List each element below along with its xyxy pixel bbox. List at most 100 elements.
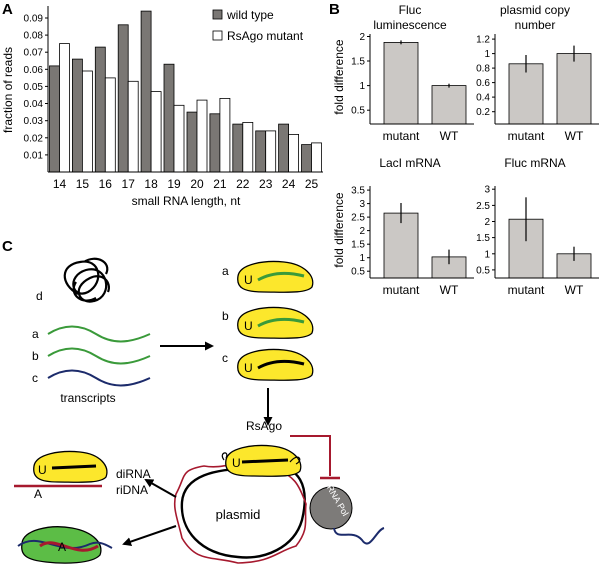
loaded-label-c: c: [222, 351, 228, 365]
dirna-label: diRNA: [116, 467, 151, 481]
transcript-label-c: c: [32, 371, 38, 385]
ridna-guide: [39, 541, 99, 552]
bar-wild-type-23: [255, 130, 267, 173]
arrow-green-ago: [122, 525, 177, 546]
chart-fluc-mrna: Fluc mRNA mutant WT 0.5 1 1.5 2 2.5 3: [476, 156, 599, 297]
bar-rsago-mutant-25: [311, 142, 322, 173]
ago-body-a: [237, 260, 314, 293]
chart-a-legend: wild type RsAgo mutant: [212, 8, 304, 43]
bar-wild-type-18: [140, 10, 152, 173]
x-tick-label: WT: [565, 283, 584, 297]
y-tick-label: 0.6: [476, 78, 490, 89]
y-tick-label: 0.02: [24, 133, 44, 144]
chart-a-bars: [49, 10, 322, 173]
x-tick-label: 21: [213, 177, 227, 191]
bar-wild-type-14: [49, 65, 60, 173]
chart-b3-y-label: fold difference: [332, 192, 346, 267]
x-tick-label: 16: [99, 177, 113, 191]
ridna-label: riDNA: [116, 483, 148, 497]
arrow-dirna: [144, 479, 177, 498]
y-tick-label: 1: [484, 49, 490, 60]
loaded-ago-c: U c: [222, 348, 314, 381]
bar-rsago-mutant-22: [242, 122, 254, 173]
x-tick-label: 17: [122, 177, 136, 191]
legend-label-rsago-mutant: RsAgo mutant: [227, 29, 304, 43]
guide-rna-a: [257, 271, 305, 282]
x-tick-label: 24: [282, 177, 296, 191]
bar-wild-type-20: [186, 111, 198, 173]
y-tick-label: 1.5: [476, 233, 490, 244]
x-tick-label: mutant: [508, 283, 545, 297]
rna-polymerase: [309, 486, 353, 530]
panel-label-c: C: [2, 238, 13, 255]
chart-b1-y-label: fold difference: [332, 39, 346, 114]
x-tick-label: WT: [565, 129, 584, 143]
x-tick-label: mutant: [383, 129, 420, 143]
transcript-b: [47, 347, 151, 365]
y-tick-label: 0.5: [476, 265, 490, 276]
y-tick-label: 0.5: [351, 267, 365, 278]
plasmid-label: plasmid: [216, 507, 261, 522]
panel-label-b: B: [329, 1, 340, 18]
y-tick-label: 0.05: [24, 82, 44, 93]
bar-rsago-mutant-18: [150, 91, 162, 173]
ago-green-a: A: [58, 540, 66, 554]
x-tick-label: mutant: [508, 129, 545, 143]
x-tick-label: 19: [167, 177, 181, 191]
x-tick-label: 23: [259, 177, 273, 191]
bar-wt: [431, 85, 467, 125]
bar-rsago-mutant-23: [265, 130, 277, 173]
bar-wild-type-15: [72, 58, 83, 173]
chart-plasmid-copy-number: plasmid copy number mutant WT 0.2 0.4 0.6 0.8…: [476, 3, 599, 143]
ago-u-b: U: [244, 319, 253, 333]
y-tick-label: 0.8: [476, 64, 490, 75]
chart-b4-marks: mutant WT 0.5 1 1.5 2 2.5 3: [476, 185, 599, 297]
ridna-a: A: [34, 487, 42, 501]
x-tick-label: 25: [305, 177, 319, 191]
y-tick-label: 1.2: [476, 35, 490, 46]
bar-wild-type-22: [232, 123, 244, 173]
y-tick-label: 0.5: [351, 106, 365, 117]
ago-body-b: [237, 306, 314, 339]
chart-b3-title: LacI mRNA: [379, 156, 440, 170]
bar-wild-type-19: [163, 63, 175, 173]
chart-b2-marks: mutant WT 0.2 0.4 0.6 0.8 1 1.2: [476, 34, 599, 143]
legend-swatch-wild-type: [212, 9, 223, 20]
bar-wild-type-21: [209, 113, 221, 173]
chart-a-x-label: small RNA length, nt: [132, 194, 241, 208]
x-tick-label: 22: [236, 177, 250, 191]
chart-b4-title: Fluc mRNA: [504, 156, 565, 170]
y-tick-label: 1: [484, 249, 490, 260]
rsago-u-on-plasmid: U: [232, 456, 241, 470]
y-tick-label: 0.4: [476, 93, 490, 104]
bar-wt: [556, 53, 592, 125]
bar-rsago-mutant-14: [59, 43, 70, 173]
ago-u-c: U: [244, 361, 253, 375]
x-tick-label: 15: [76, 177, 90, 191]
loaded-ago-a: U a: [222, 260, 314, 293]
loaded-ago-b: U b: [222, 306, 314, 339]
loaded-label-a: a: [222, 264, 229, 278]
y-tick-label: 1.5: [351, 240, 365, 251]
bar-wild-type-24: [278, 123, 290, 173]
bar-rsago-mutant-15: [82, 70, 93, 173]
legend-label-wild-type: wild type: [226, 8, 274, 22]
dirna-strand: [51, 464, 97, 470]
genomic-dna-tangle: [63, 257, 110, 303]
target-rna: [17, 539, 113, 550]
bar-mutant: [383, 212, 419, 279]
guide-rna-b: [257, 317, 305, 328]
y-tick-label: 3: [484, 185, 490, 196]
bar-wild-type-17: [117, 24, 129, 173]
y-tick-label: 0.2: [476, 107, 490, 118]
legend-swatch-rsago-mutant: [212, 30, 223, 41]
guide-rna-c: [257, 359, 305, 370]
chart-fluc-luminescence: Fluc luminescence mutant WT 0.5 1 1.5 2: [351, 3, 474, 143]
transcripts-caption: transcripts: [60, 391, 115, 405]
bar-mutant: [383, 42, 419, 125]
bar-wt: [556, 253, 592, 279]
y-tick-label: 0.03: [24, 116, 44, 127]
inhibition-line: [290, 435, 331, 476]
bar-rsago-mutant-19: [173, 104, 185, 173]
